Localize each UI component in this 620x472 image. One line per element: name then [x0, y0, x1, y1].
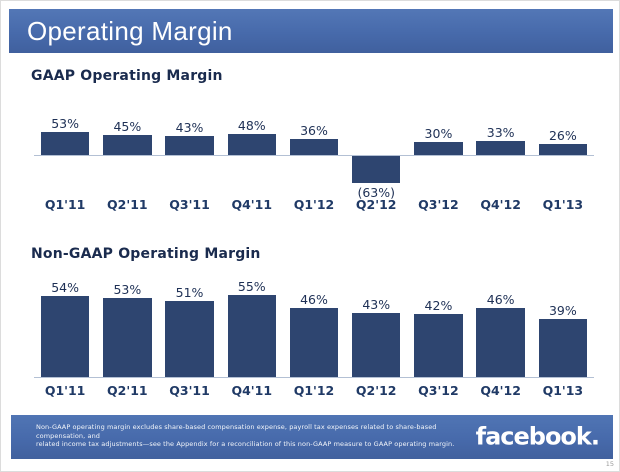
value-label: 54%	[51, 280, 80, 295]
x-axis-labels: Q1'11 Q2'11 Q3'11 Q4'11 Q1'12 Q2'12 Q3'12 Q4'12…	[34, 197, 594, 212]
bar-column: 53%	[96, 273, 158, 379]
footnote-line-1: Non-GAAP operating margin excludes share…	[36, 423, 437, 440]
x-tick-label: Q4'11	[231, 197, 273, 212]
value-label: 46%	[300, 292, 328, 307]
value-label: 53%	[113, 281, 142, 297]
bar-column: 33%	[470, 95, 532, 195]
bar-column: 43%	[345, 273, 407, 379]
footer-band: Non-GAAP operating margin excludes share…	[11, 415, 613, 459]
gaap-operating-margin-chart: 53% 45% 43% 48% 36% (63%) 30% 33% 26% Q1'11 Q2'11…	[34, 95, 594, 212]
x-tick-label: Q1'11	[44, 197, 86, 212]
x-tick-label: Q1'12	[293, 197, 335, 212]
bar	[40, 296, 90, 377]
chart-title-non-gaap: Non-GAAP Operating Margin	[31, 246, 261, 262]
x-tick-label: Q1'13	[542, 383, 584, 398]
bar-column: 45%	[96, 95, 158, 195]
value-label: 45%	[113, 119, 142, 135]
value-label: 43%	[175, 120, 204, 136]
bar	[227, 294, 277, 377]
page-title: Operating Margin	[27, 15, 233, 46]
x-tick-label: Q1'12	[293, 383, 335, 398]
page-number: 15	[605, 460, 614, 468]
bar	[40, 131, 90, 155]
bar	[351, 312, 401, 377]
x-axis-line	[34, 155, 594, 156]
x-tick-label: Q1'11	[44, 383, 86, 398]
x-axis-labels: Q1'11 Q2'11 Q3'11 Q4'11 Q1'12 Q2'12 Q3'12 Q4'12…	[34, 383, 594, 398]
x-tick-label: Q4'12	[480, 383, 521, 398]
bar	[227, 134, 277, 155]
bar-column: 53%	[34, 95, 96, 195]
x-axis-line	[34, 377, 594, 378]
bar	[103, 135, 152, 155]
bar	[289, 139, 339, 155]
bar-column: 26%	[532, 95, 594, 195]
value-label: 53%	[51, 115, 80, 131]
x-tick-label: Q2'12	[355, 197, 397, 212]
bar	[165, 300, 214, 377]
bar-column: 46%	[283, 273, 345, 379]
bar-column: 54%	[34, 273, 96, 379]
x-tick-label: Q3'11	[169, 197, 210, 212]
bar	[414, 141, 463, 155]
value-label: 55%	[237, 278, 266, 294]
x-tick-label: Q3'12	[418, 197, 459, 212]
plot-area: 53% 45% 43% 48% 36% (63%) 30% 33% 26%	[34, 95, 594, 200]
value-label: 43%	[362, 296, 391, 312]
bar-column: 46%	[470, 273, 532, 379]
value-label: (63%)	[357, 185, 395, 201]
value-label: 36%	[300, 123, 328, 139]
bar	[476, 308, 525, 377]
value-label: 33%	[486, 124, 515, 140]
bar-column: 36%	[283, 95, 345, 195]
chart-title-gaap: GAAP Operating Margin	[31, 68, 223, 84]
bar-column: 39%	[532, 273, 594, 379]
value-label: 26%	[548, 127, 577, 143]
bar-column: 30%	[407, 95, 469, 195]
value-label: 51%	[175, 284, 204, 300]
bar	[165, 136, 214, 155]
footnote-text: Non-GAAP operating margin excludes share…	[36, 423, 466, 449]
x-tick-label: Q3'12	[418, 383, 459, 398]
bar-column: 51%	[158, 273, 220, 379]
bar-column: 43%	[158, 95, 220, 195]
x-tick-label: Q1'13	[542, 197, 584, 212]
value-label: 46%	[486, 292, 515, 307]
bar	[414, 314, 463, 377]
bar-column: 48%	[221, 95, 283, 195]
bar	[538, 143, 588, 155]
x-tick-label: Q3'11	[169, 383, 210, 398]
bar	[289, 308, 339, 377]
header-band: Operating Margin	[9, 9, 613, 53]
x-tick-label: Q2'12	[355, 383, 397, 398]
bar	[538, 318, 588, 377]
bar-column: 55%	[221, 273, 283, 379]
footnote-line-2: related income tax adjustments—see the A…	[36, 440, 455, 448]
value-label: 30%	[424, 125, 453, 141]
x-tick-label: Q2'11	[107, 197, 148, 212]
plot-area: 54% 53% 51% 55% 46% 43% 42% 46% 39%	[34, 273, 594, 379]
bar-column: 42%	[407, 273, 469, 379]
bar	[351, 156, 401, 184]
non-gaap-operating-margin-chart: 54% 53% 51% 55% 46% 43% 42% 46% 39% Q1'11 Q2'11 Q3…	[34, 273, 594, 398]
value-label: 39%	[548, 302, 577, 318]
bar	[103, 297, 152, 377]
x-tick-label: Q2'11	[107, 383, 148, 398]
value-label: 42%	[424, 298, 453, 313]
x-tick-label: Q4'12	[480, 197, 521, 212]
bar-column: (63%)	[345, 95, 407, 200]
value-label: 48%	[237, 118, 266, 134]
x-tick-label: Q4'11	[231, 383, 273, 398]
bar	[476, 140, 525, 155]
facebook-logo: facebook.	[475, 422, 600, 451]
